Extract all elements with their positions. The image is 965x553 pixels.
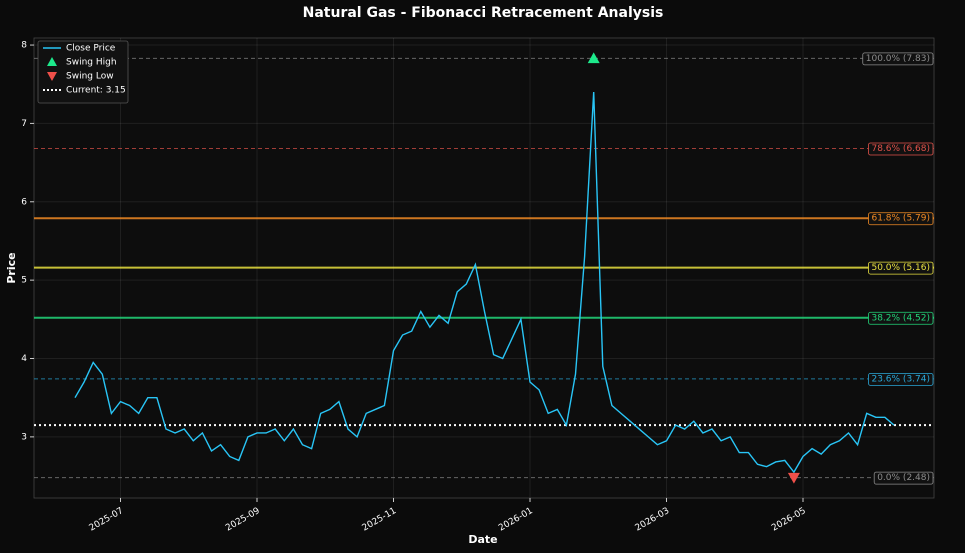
fib-label: 50.0% (5.16) (871, 263, 930, 273)
fib-label: 61.8% (5.79) (871, 214, 930, 224)
y-axis-label: Price (5, 252, 18, 283)
fib-label: 78.6% (6.68) (871, 144, 930, 154)
fib-label-box (868, 261, 934, 275)
y-tick-label: 5 (21, 276, 27, 286)
swing-marker (787, 472, 800, 484)
fib-label: 38.2% (4.52) (871, 313, 930, 323)
fib-label-box (868, 142, 934, 156)
chart-title: Natural Gas - Fibonacci Retracement Anal… (303, 5, 664, 21)
y-tick-label: 3 (21, 432, 27, 442)
legend-label: Close Price (66, 44, 116, 54)
x-axis-label: Date (468, 533, 497, 546)
legend-label: Current: 3.15 (66, 86, 126, 96)
legend-label: Swing High (66, 58, 117, 68)
fib-label-box (873, 471, 934, 485)
y-tick-label: 4 (21, 354, 27, 364)
legend-swatch (47, 72, 57, 81)
swing-marker (587, 52, 600, 64)
fib-label-box (868, 212, 934, 226)
fib-label: 23.6% (3.74) (871, 374, 930, 384)
price-line (74, 92, 895, 474)
fib-label-box (868, 372, 934, 386)
legend-label: Swing Low (66, 72, 114, 82)
fib-label-box (862, 52, 934, 66)
y-tick-label: 8 (21, 41, 27, 51)
fib-label: 100.0% (7.83) (866, 54, 930, 64)
legend-swatch (47, 57, 57, 66)
y-tick-label: 6 (21, 197, 27, 207)
legend: Close Price Swing High Swing Low Current: 3… (37, 40, 129, 104)
fib-label-box (868, 311, 934, 325)
y-tick-label: 7 (21, 119, 27, 129)
legend-box (37, 40, 129, 104)
fib-label: 0.0% (2.48) (877, 473, 930, 483)
